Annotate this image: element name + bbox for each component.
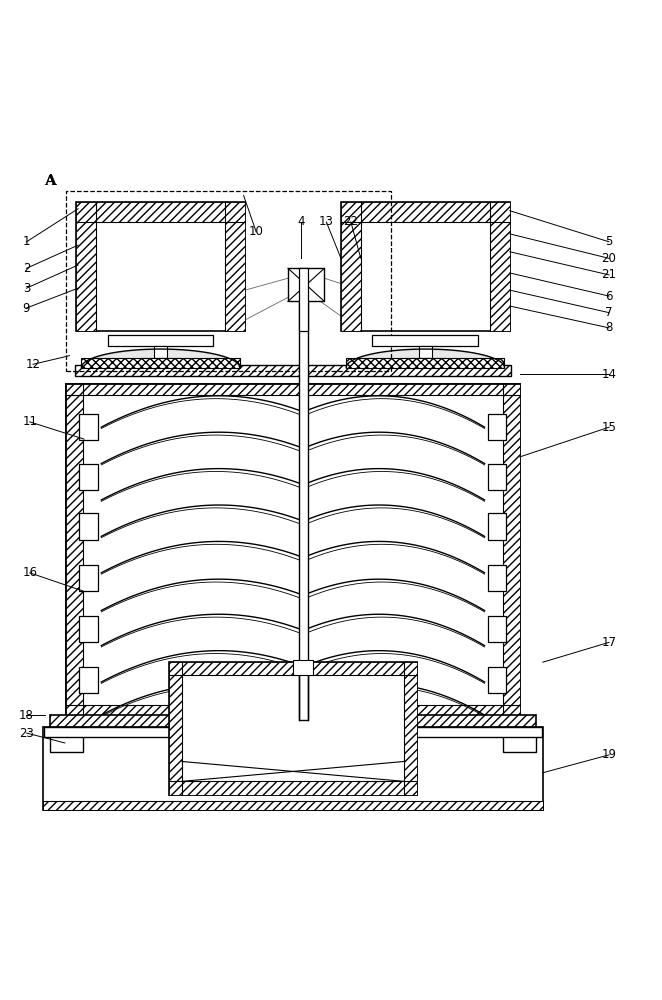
Bar: [79, 414, 98, 440]
Bar: [81, 358, 240, 368]
Text: 9: 9: [23, 302, 30, 315]
Bar: [154, 346, 167, 358]
Bar: [76, 202, 96, 331]
Text: 8: 8: [605, 321, 613, 334]
Text: 14: 14: [602, 368, 616, 381]
Bar: [79, 464, 98, 490]
Bar: [293, 660, 313, 675]
Bar: [76, 202, 245, 331]
Bar: [341, 202, 510, 331]
Bar: [373, 335, 479, 346]
Bar: [488, 513, 506, 540]
Bar: [79, 565, 98, 591]
Text: 3: 3: [23, 282, 30, 295]
Bar: [169, 662, 182, 795]
Bar: [107, 335, 213, 346]
Bar: [43, 801, 543, 810]
Text: 1: 1: [23, 235, 30, 248]
Text: 12: 12: [26, 358, 40, 371]
Bar: [75, 365, 511, 376]
Text: 18: 18: [19, 709, 34, 722]
Bar: [288, 268, 324, 301]
Bar: [66, 384, 520, 715]
Text: 21: 21: [602, 268, 616, 281]
Text: 23: 23: [19, 727, 34, 740]
Bar: [488, 414, 506, 440]
Text: 2: 2: [23, 262, 30, 275]
Bar: [50, 727, 83, 752]
Text: 17: 17: [602, 636, 616, 649]
Bar: [299, 301, 308, 720]
Text: A: A: [46, 174, 54, 187]
Bar: [66, 191, 391, 371]
Bar: [404, 662, 417, 795]
Text: 4: 4: [297, 215, 305, 228]
Bar: [419, 346, 432, 358]
Text: 19: 19: [602, 748, 616, 761]
Bar: [79, 667, 98, 693]
Text: A: A: [44, 174, 56, 188]
Text: 7: 7: [605, 306, 613, 319]
Bar: [503, 727, 536, 752]
Bar: [66, 705, 520, 715]
Bar: [341, 202, 510, 222]
Bar: [488, 565, 506, 591]
Bar: [225, 202, 245, 331]
Bar: [79, 513, 98, 540]
Text: 5: 5: [605, 235, 613, 248]
Bar: [66, 384, 520, 395]
Bar: [44, 727, 542, 737]
Text: 20: 20: [602, 252, 616, 265]
Text: 13: 13: [319, 215, 334, 228]
Bar: [488, 667, 506, 693]
Text: 15: 15: [602, 421, 616, 434]
Bar: [79, 616, 98, 642]
Text: 6: 6: [605, 290, 613, 303]
Bar: [299, 268, 308, 331]
Text: 22: 22: [344, 215, 358, 228]
Bar: [490, 202, 510, 331]
Bar: [488, 616, 506, 642]
Bar: [169, 781, 417, 795]
Text: 16: 16: [23, 566, 37, 579]
Bar: [346, 358, 504, 368]
Bar: [169, 662, 417, 795]
Bar: [503, 384, 520, 715]
Bar: [341, 202, 361, 331]
Bar: [66, 384, 83, 715]
Bar: [488, 464, 506, 490]
Bar: [43, 727, 543, 810]
Bar: [169, 662, 417, 675]
Bar: [76, 202, 245, 222]
Text: 10: 10: [249, 225, 263, 238]
Bar: [50, 715, 536, 727]
Text: 11: 11: [23, 415, 37, 428]
